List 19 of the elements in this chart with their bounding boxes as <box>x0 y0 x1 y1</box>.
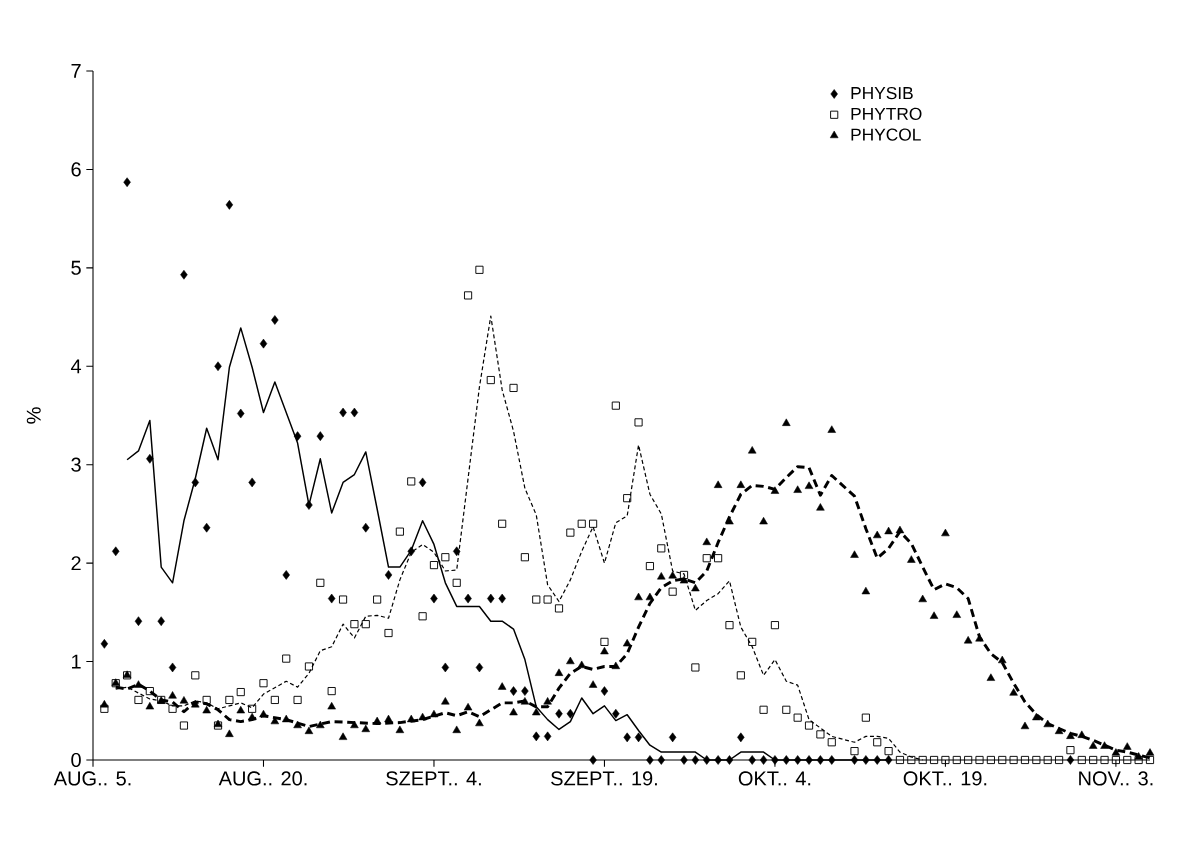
y-tick-label: 0 <box>71 752 81 768</box>
y-tick-label: 3 <box>71 457 81 472</box>
y-tick-label: 6 <box>71 162 81 177</box>
x-tick-label: AUG.. 20. <box>218 771 307 786</box>
y-tick-label: 2 <box>71 556 81 571</box>
x-tick-label: SZEPT.. 4. <box>386 771 481 786</box>
y-tick-label: 5 <box>71 260 81 275</box>
x-tick-label: NOV.. 3. <box>1079 771 1153 786</box>
x-tick-label: OKT.. 4. <box>738 771 811 786</box>
x-tick-label: AUG.. 5. <box>53 771 131 786</box>
y-tick-label: 4 <box>70 359 82 374</box>
x-tick-label: SZEPT.. 19. <box>551 771 657 786</box>
legend-label: PHYSIB <box>851 86 913 100</box>
legend-label: PHYTRO <box>851 107 922 120</box>
y-axis-title: % <box>26 407 41 424</box>
y-tick-label: 1 <box>72 654 81 669</box>
x-tick-label: OKT.. 19. <box>903 771 987 786</box>
y-tick-label: 7 <box>71 64 81 78</box>
legend-label: PHYCOL <box>851 128 921 141</box>
